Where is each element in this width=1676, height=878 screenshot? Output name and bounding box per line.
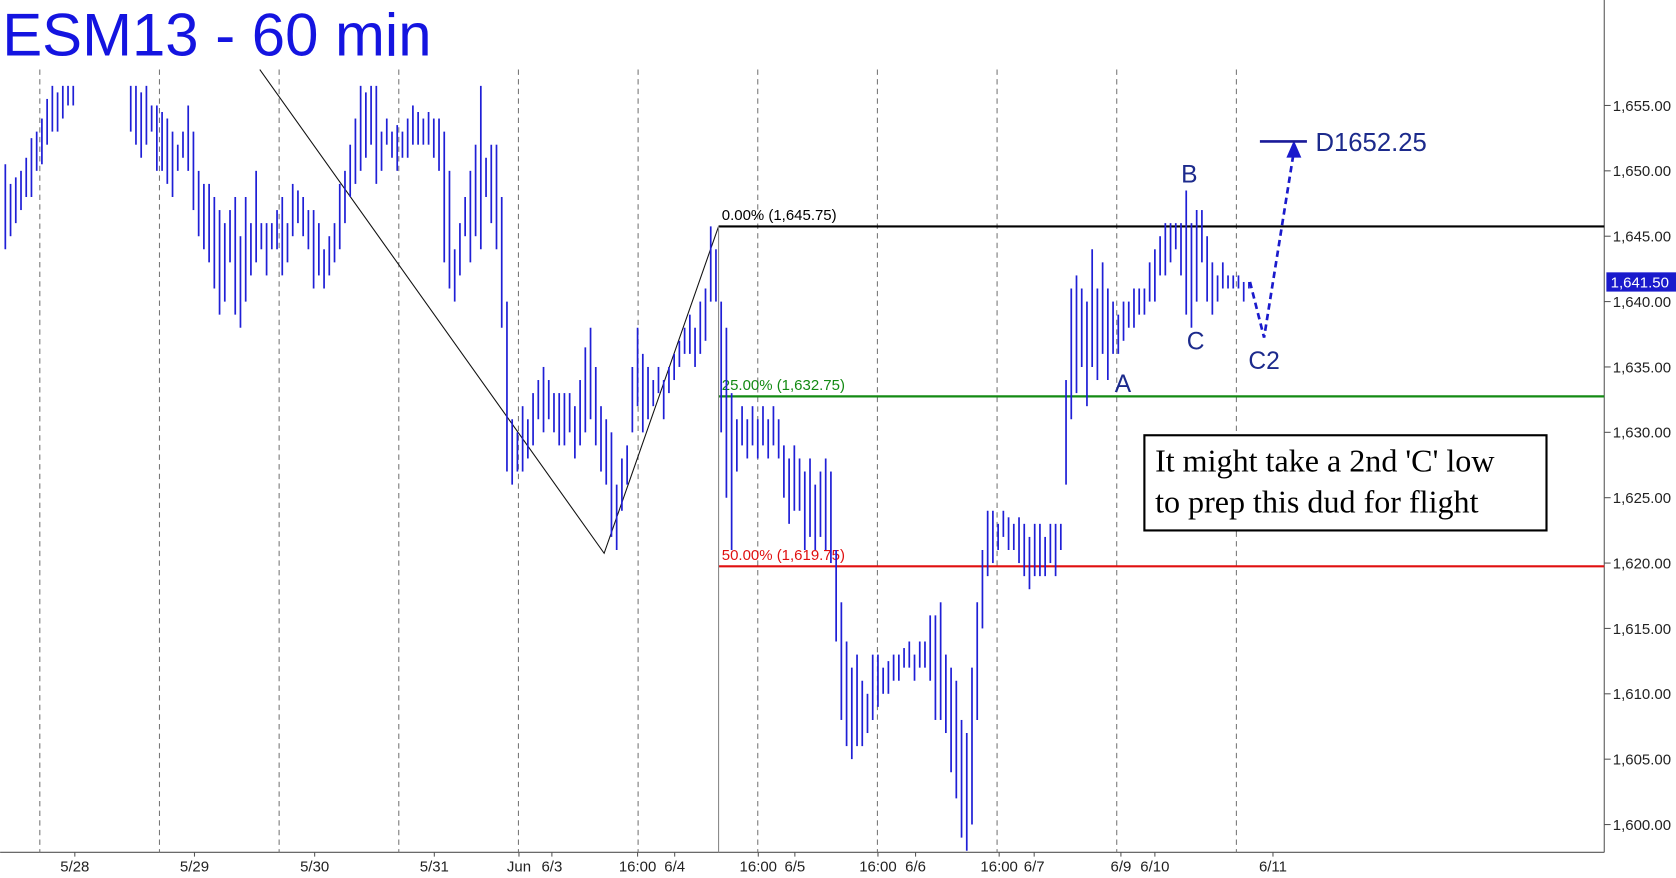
x-tick-label: 6/11	[1259, 859, 1287, 876]
y-tick-label: 1,600.00	[1613, 817, 1671, 834]
last-price-box	[1606, 272, 1676, 292]
last-price-label: 1,641.50	[1611, 274, 1669, 291]
x-tick-label: Jun	[507, 859, 531, 876]
x-tick-label: 6/5	[784, 859, 805, 876]
y-tick-label: 1,635.00	[1613, 359, 1671, 376]
x-tick-label: 16:00	[859, 859, 896, 876]
fib-label: 25.00% (1,632.75)	[722, 377, 845, 394]
fib-label: 50.00% (1,619.75)	[722, 547, 845, 564]
y-tick-label: 1,640.00	[1613, 294, 1671, 311]
x-tick-label: 6/4	[664, 859, 685, 876]
x-tick-label: 16:00	[980, 859, 1017, 876]
y-tick-label: 1,655.00	[1613, 98, 1671, 115]
y-tick-label: 1,645.00	[1613, 229, 1671, 246]
x-tick-label: 6/10	[1140, 859, 1169, 876]
zigzag-line	[259, 69, 720, 555]
y-tick-label: 1,620.00	[1613, 555, 1671, 572]
wave-label: A	[1115, 371, 1132, 398]
x-tick-label: 6/6	[905, 859, 926, 876]
x-tick-label: 16:00	[619, 859, 656, 876]
projection-line	[1248, 151, 1296, 338]
x-tick-label: 5/28	[60, 859, 89, 876]
note-text: to prep this dud for flight	[1155, 483, 1479, 519]
wave-label: B	[1181, 162, 1197, 189]
x-tick-label: 5/30	[300, 859, 329, 876]
price-bars	[4, 85, 1250, 851]
fib-label: 0.00% (1,645.75)	[722, 207, 837, 224]
note-text: It might take a 2nd 'C' low	[1155, 443, 1495, 479]
projection-arrow	[1286, 140, 1302, 158]
target-label: D1652.25	[1315, 129, 1426, 157]
note-box	[1143, 434, 1548, 532]
x-tick-label: 6/3	[541, 859, 562, 876]
y-tick-label: 1,605.00	[1613, 752, 1671, 769]
x-tick-label: 6/9	[1111, 859, 1132, 876]
x-tick-label: 5/29	[180, 859, 209, 876]
wave-label: C2	[1248, 348, 1279, 375]
x-tick-label: 16:00	[740, 859, 777, 876]
y-tick-label: 1,615.00	[1613, 621, 1671, 638]
y-tick-label: 1,650.00	[1613, 163, 1671, 180]
wave-label: C	[1187, 328, 1205, 355]
y-tick-label: 1,610.00	[1613, 686, 1671, 703]
chart-title: ESM13 - 60 min	[2, 2, 431, 69]
x-tick-label: 5/31	[420, 859, 449, 876]
y-tick-label: 1,630.00	[1613, 425, 1671, 442]
x-tick-label: 6/7	[1024, 859, 1045, 876]
y-tick-label: 1,625.00	[1613, 490, 1671, 507]
